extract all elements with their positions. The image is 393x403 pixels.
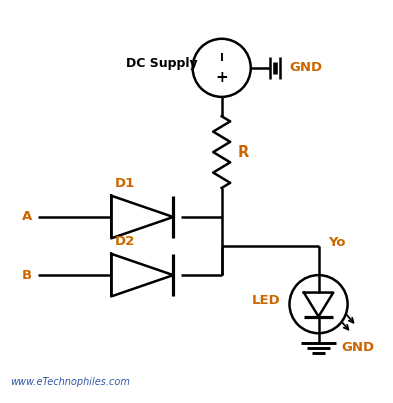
Text: R: R — [238, 145, 249, 160]
Text: DC Supply: DC Supply — [126, 58, 197, 71]
Polygon shape — [111, 196, 173, 238]
Text: B: B — [22, 269, 32, 282]
Text: +: + — [215, 70, 228, 85]
Text: GND: GND — [290, 61, 323, 74]
Text: Yo: Yo — [328, 236, 346, 249]
Text: LED: LED — [252, 294, 281, 307]
Text: D2: D2 — [115, 235, 135, 248]
Polygon shape — [304, 293, 333, 317]
Polygon shape — [111, 254, 173, 297]
Text: www.eTechnophiles.com: www.eTechnophiles.com — [11, 378, 130, 387]
Text: A: A — [22, 210, 32, 224]
Text: GND: GND — [342, 341, 375, 355]
Text: D1: D1 — [115, 177, 135, 190]
Text: I: I — [220, 53, 224, 63]
